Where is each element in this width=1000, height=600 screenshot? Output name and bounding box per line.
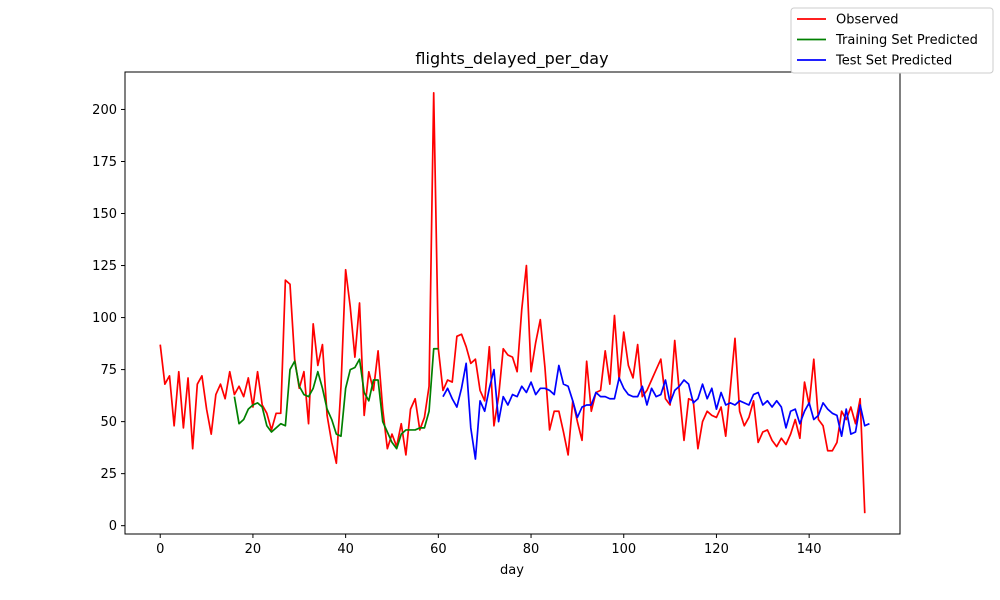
series-line-observed — [159, 91, 866, 514]
legend-box — [790, 7, 994, 74]
plot-area — [124, 71, 901, 535]
x-axis-ticks: 0 20 40 60 80 100 120 140 — [156, 534, 822, 557]
legend-label-observed: Observed — [836, 13, 899, 28]
x-tick-label: 100 — [611, 542, 636, 557]
y-tick-label: 100 — [92, 311, 117, 326]
x-tick-label: 40 — [337, 542, 354, 557]
x-tick-label: 120 — [704, 542, 729, 557]
y-tick-label: 25 — [100, 467, 117, 482]
series-line-test-set-predicted — [442, 362, 870, 460]
y-tick-label: 125 — [92, 259, 117, 274]
series-lines — [159, 91, 870, 514]
y-tick-label: 200 — [92, 103, 117, 118]
legend-label-training-set-predicted: Training Set Predicted — [835, 33, 978, 48]
x-tick-label: 60 — [430, 542, 447, 557]
legend: Observed Training Set Predicted Test Set P… — [790, 7, 994, 74]
x-tick-label: 0 — [156, 542, 164, 557]
plot-frame — [124, 71, 901, 535]
y-tick-label: 0 — [109, 519, 117, 534]
y-axis-ticks: 0 25 50 75 100 125 150 175 200 — [92, 103, 125, 534]
y-tick-label: 175 — [92, 155, 117, 170]
y-tick-label: 150 — [92, 207, 117, 222]
x-tick-label: 80 — [523, 542, 540, 557]
legend-label-test-set-predicted: Test Set Predicted — [835, 54, 952, 69]
x-tick-label: 140 — [797, 542, 822, 557]
x-tick-label: 20 — [245, 542, 262, 557]
series-line-training-set-predicted — [233, 347, 439, 450]
y-tick-label: 75 — [100, 363, 117, 378]
chart-title: flights_delayed_per_day — [415, 49, 608, 69]
x-axis-label: day — [500, 563, 524, 578]
y-tick-label: 50 — [100, 415, 117, 430]
